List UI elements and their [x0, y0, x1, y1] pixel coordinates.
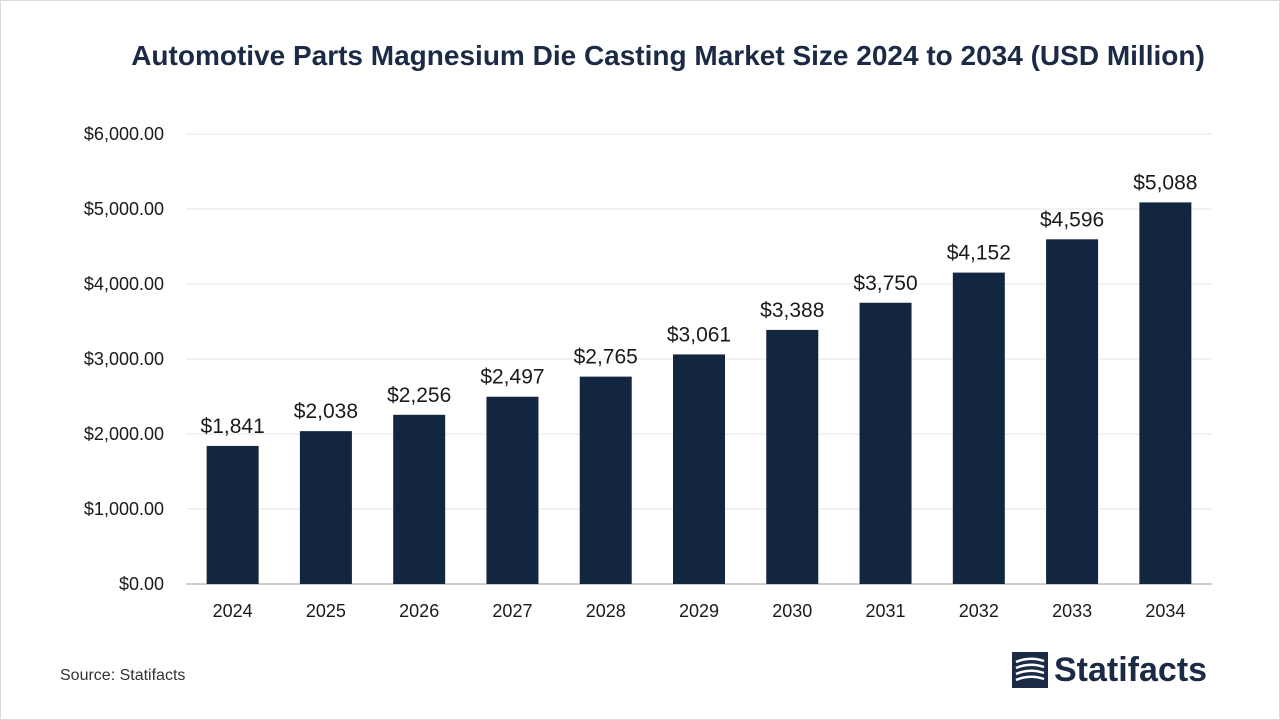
y-tick-label: $6,000.00: [84, 124, 164, 144]
data-label: $2,497: [480, 366, 544, 389]
bar: [859, 302, 912, 584]
data-label: $4,152: [947, 242, 1011, 265]
x-tick-label: 2031: [866, 601, 906, 621]
bar: [299, 431, 352, 584]
statifacts-logo: Statifacts: [1012, 650, 1207, 690]
x-tick-label: 2029: [679, 601, 719, 621]
bar: [393, 414, 446, 584]
x-tick-label: 2028: [586, 601, 626, 621]
data-label: $3,388: [760, 299, 824, 322]
x-tick-label: 2025: [306, 601, 346, 621]
x-tick-label: 2034: [1145, 601, 1185, 621]
y-tick-label: $1,000.00: [84, 499, 164, 519]
data-label: $3,750: [853, 272, 917, 295]
bar: [486, 396, 539, 584]
brand-name: Statifacts: [1054, 650, 1208, 689]
y-tick-label: $5,000.00: [84, 199, 164, 219]
x-tick-label: 2027: [492, 601, 532, 621]
bar: [1046, 239, 1099, 585]
x-tick-label: 2024: [213, 601, 253, 621]
bar: [1139, 202, 1192, 584]
y-tick-label: $3,000.00: [84, 349, 164, 369]
x-tick-label: 2026: [399, 601, 439, 621]
y-tick-label: $0.00: [119, 574, 164, 594]
source-note: Source: Statifacts: [60, 667, 186, 684]
data-label: $3,061: [667, 323, 731, 346]
y-tick-label: $4,000.00: [84, 274, 164, 294]
bar: [206, 445, 259, 584]
x-tick-label: 2033: [1052, 601, 1092, 621]
data-label: $2,256: [387, 384, 451, 407]
bar: [766, 329, 819, 584]
bar: [952, 272, 1005, 584]
chart-title: Automotive Parts Magnesium Die Casting M…: [131, 40, 1205, 71]
data-label: $5,088: [1133, 171, 1197, 194]
x-tick-label: 2030: [772, 601, 812, 621]
x-tick-label: 2032: [959, 601, 999, 621]
data-label: $2,765: [574, 346, 638, 369]
statifacts-logo-icon: [1012, 652, 1048, 688]
bar: [579, 376, 632, 584]
bar: [673, 354, 725, 584]
data-label: $2,038: [294, 400, 358, 423]
y-tick-label: $2,000.00: [84, 424, 164, 444]
data-label: $4,596: [1040, 208, 1104, 231]
data-label: $1,841: [201, 415, 265, 438]
